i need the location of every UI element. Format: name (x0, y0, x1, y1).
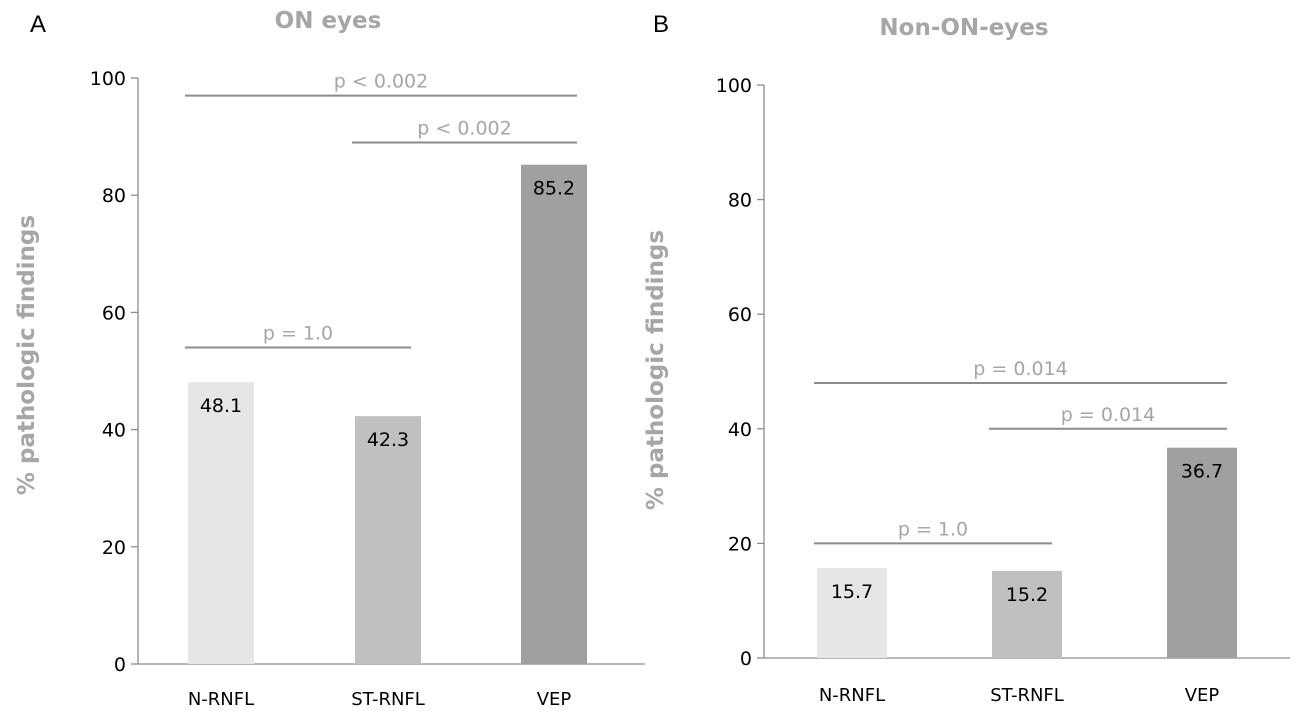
panel-a-title: ON eyes (275, 8, 382, 34)
panel-b-plot-area: 0 20 40 60 80 100 15.7 N-RNFL 15.2 ST-RNFL 36.7 VEP… (716, 75, 1290, 706)
panel-b-significance-label: p = 1.0 (898, 518, 968, 540)
panel-b-data-label: 15.7 (831, 581, 873, 603)
panel-a-y-axis-label: % pathologic findings (14, 215, 40, 495)
panel-a-y-tick-label: 40 (102, 420, 126, 442)
panel-a-y-tick-label: 0 (114, 654, 126, 676)
panel-a-plot-area: 0 20 40 60 80 100 48.1 N-RNFL 42.3 ST-RNFL 85.2 VEP… (90, 68, 645, 710)
panel-b-category-label: N-RNFL (819, 685, 885, 706)
panel-a-significance-label: p < 0.002 (334, 71, 428, 93)
panel-a-bar-vep (521, 164, 587, 664)
panel-b-bar-vep (1167, 447, 1237, 658)
panel-b-y-tick-label: 0 (740, 648, 752, 670)
panel-b-y-tick-label: 60 (728, 304, 752, 326)
panel-b-y-tick-label: 80 (728, 190, 752, 212)
panel-b-bar-n-rnfl (817, 568, 887, 658)
panel-b-y-tick-label: 20 (728, 533, 752, 555)
panel-b-significance-label: p = 0.014 (973, 358, 1067, 380)
panel-a-y-tick-label: 80 (102, 185, 126, 207)
panel-b-y-tick-label: 40 (728, 419, 752, 441)
panel-a-letter: A (30, 11, 46, 38)
panel-a-data-label: 85.2 (533, 178, 575, 200)
panel-a-category-label: N-RNFL (188, 689, 254, 710)
panel-b-letter: B (653, 11, 669, 38)
panel-a-y-tick-label: 100 (90, 68, 126, 90)
panel-b-category-label: ST-RNFL (990, 685, 1064, 706)
panel-a-data-label: 48.1 (200, 395, 242, 417)
panel-a-category-label: VEP (537, 689, 572, 710)
panel-a-significance-label: p = 1.0 (263, 323, 333, 345)
panel-b-data-label: 15.2 (1006, 584, 1048, 606)
panel-b-y-axis-label: % pathologic findings (643, 230, 669, 510)
panel-a-significance-label: p < 0.002 (417, 117, 511, 139)
panel-b-category-label: VEP (1185, 685, 1220, 706)
panel-b-significance-label: p = 0.014 (1061, 404, 1155, 426)
panel-a-data-label: 42.3 (367, 429, 409, 451)
panel-a-bar-n-rnfl (188, 382, 254, 664)
panel-b-bar-st-rnfl (992, 570, 1062, 658)
panel-b-y-tick-label: 100 (716, 75, 752, 97)
panel-b-data-label: 36.7 (1181, 461, 1223, 483)
panel-a-y-tick-label: 60 (102, 302, 126, 324)
panel-b: B Non-ON-eyes % pathologic findings 0 20 4… (643, 11, 1290, 706)
panel-b-title: Non-ON-eyes (879, 15, 1048, 41)
panel-a-category-label: ST-RNFL (351, 689, 425, 710)
panel-a-bar-st-rnfl (355, 416, 421, 664)
panel-a: A ON eyes % pathologic findings 0 20 40 60 8… (14, 8, 645, 710)
panel-a-y-tick-label: 20 (102, 537, 126, 559)
